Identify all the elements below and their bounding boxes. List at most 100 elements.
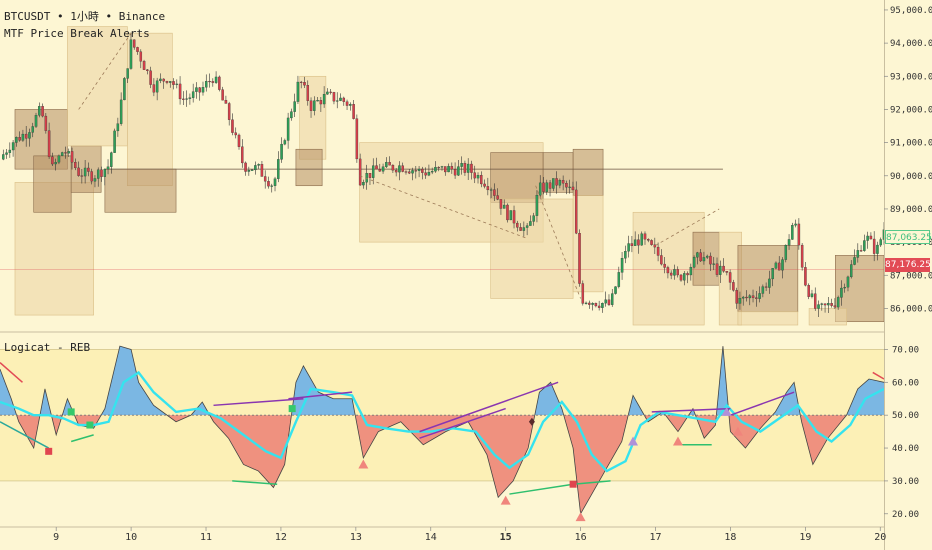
candle-body <box>548 182 552 189</box>
candle-body <box>234 132 237 136</box>
candle-body <box>208 80 211 83</box>
candle-body <box>103 168 107 177</box>
price-box <box>808 308 847 326</box>
candle-body <box>768 278 771 288</box>
candle-body <box>496 195 499 200</box>
x-tick-label: 11 <box>200 532 212 543</box>
pattern-dashed-line <box>535 185 581 299</box>
candle-body <box>624 251 627 259</box>
candle-body <box>719 265 722 275</box>
candle-body <box>712 263 715 265</box>
candle-body <box>630 243 634 246</box>
divergence-line <box>419 381 559 433</box>
candle-body <box>660 255 663 265</box>
candle-body <box>656 246 660 256</box>
candle-body <box>70 151 74 163</box>
price-box <box>542 152 574 193</box>
candle-body <box>725 271 729 273</box>
candle-body <box>578 233 581 284</box>
candle-body <box>489 189 493 191</box>
y-tick-label: 89,000.00 <box>890 205 932 215</box>
candle-body <box>427 171 431 176</box>
candle-body <box>44 115 48 131</box>
candle-body <box>401 165 404 172</box>
candle-body <box>175 83 179 85</box>
candle-body <box>136 47 139 52</box>
divergence-line <box>0 421 50 449</box>
candle-body <box>735 290 738 304</box>
candle-body <box>663 263 666 268</box>
candle-body <box>777 262 781 271</box>
signal-marker <box>45 447 53 455</box>
candle-body <box>299 81 303 83</box>
candle-body <box>224 100 228 104</box>
candle-body <box>342 97 346 102</box>
candle-body <box>460 163 463 167</box>
signal-marker <box>358 459 369 469</box>
candle-body <box>277 159 280 179</box>
signal-marker <box>672 436 683 446</box>
candle-body <box>827 303 830 306</box>
y-tick-label: 94,000.00 <box>890 39 932 49</box>
divergence-line <box>872 371 885 380</box>
candle-body <box>797 223 801 246</box>
candle-body <box>856 250 860 258</box>
candle-body <box>574 189 578 234</box>
candle-body <box>637 239 640 246</box>
candle-body <box>326 91 329 95</box>
candle-body <box>679 274 683 281</box>
candle-body <box>142 61 146 70</box>
candle-body <box>365 173 368 183</box>
candle-body <box>516 222 519 228</box>
candle-body <box>77 167 80 176</box>
candle-body <box>653 244 657 248</box>
candle-body <box>332 92 336 102</box>
candle-body <box>355 118 359 160</box>
candle-body <box>247 170 251 172</box>
candle-body <box>139 51 143 62</box>
candle-body <box>2 154 5 160</box>
price-box <box>572 195 604 293</box>
candle-body <box>453 169 457 176</box>
candle-body <box>178 83 182 100</box>
candle-body <box>493 189 496 196</box>
candle-body <box>67 151 71 154</box>
candle-body <box>74 162 77 169</box>
candle-body <box>47 130 51 157</box>
candle-body <box>149 70 152 85</box>
divergence-line <box>419 407 506 439</box>
candle-body <box>404 171 408 173</box>
candle-body <box>506 204 509 221</box>
x-tick-label: 9 <box>53 532 59 543</box>
candle-body <box>732 282 735 291</box>
candle-body <box>378 169 382 172</box>
osc-y-tick-label: 60.00 <box>892 378 919 388</box>
candle-body <box>329 91 332 93</box>
candle-body <box>833 305 837 308</box>
candle-body <box>525 225 529 228</box>
candle-body <box>450 166 454 170</box>
candle-body <box>522 227 526 231</box>
candle-body <box>859 250 863 252</box>
candle-body <box>470 163 473 173</box>
candle-body <box>80 175 84 177</box>
candle-body <box>519 227 522 231</box>
candle-body <box>260 164 264 177</box>
candle-body <box>588 302 591 305</box>
signal-marker <box>721 406 732 416</box>
candle-body <box>774 262 778 269</box>
candle-body <box>440 166 444 168</box>
candle-body <box>5 152 8 155</box>
candle-body <box>666 267 670 274</box>
candle-body <box>303 82 306 86</box>
x-tick-label: 13 <box>350 532 362 543</box>
candle-body <box>306 85 310 101</box>
divergence-line <box>288 391 353 400</box>
oscillator-pane <box>0 331 932 522</box>
candle-body <box>529 221 532 226</box>
candle-body <box>810 293 814 297</box>
candle-body <box>741 296 745 299</box>
divergence-line <box>730 391 795 416</box>
price-box <box>127 32 173 187</box>
